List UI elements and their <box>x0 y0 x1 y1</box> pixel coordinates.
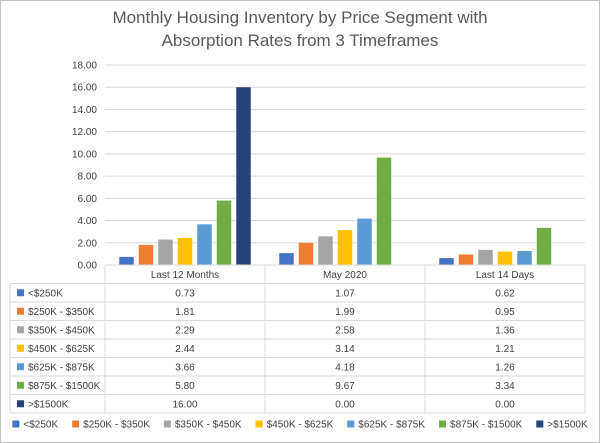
legend-key-250k <box>12 420 20 428</box>
bar-250k-350k-last-14-days <box>458 254 474 265</box>
legend-key-450k-625k <box>255 420 263 428</box>
table-cell-value: 2.58 <box>335 325 355 336</box>
table-legend-key <box>17 326 24 334</box>
y-tick-label: 12.00 <box>72 127 97 138</box>
legend-label-875k-1500k: $875K - $1500K <box>450 420 523 431</box>
y-tick-label: 18.00 <box>72 61 97 72</box>
table-cell-value: 1.21 <box>495 344 515 355</box>
table-cell-value: 2.29 <box>175 325 195 336</box>
table-header-last-12-months: Last 12 Months <box>151 270 219 281</box>
chart-title-line-1: Monthly Housing Inventory by Price Segme… <box>112 8 488 27</box>
legend-label-350k-450k: $350K - $450K <box>175 420 242 431</box>
bar-1500k-last-12-months <box>236 87 251 265</box>
bar-875k-1500k-last-12-months <box>216 200 232 265</box>
table-cell-value: 1.81 <box>175 307 195 318</box>
table-legend-key <box>17 400 24 408</box>
bar-250k-350k-may-2020 <box>298 242 314 265</box>
bar-625k-875k-may-2020 <box>357 218 372 265</box>
legend-key-875k-1500k <box>439 420 447 428</box>
table-series-name: $625K - $875K <box>28 362 95 373</box>
table-cell-value: 1.36 <box>495 325 515 336</box>
y-tick-label: 8.00 <box>78 172 98 183</box>
table-cell-value: 3.66 <box>175 362 195 373</box>
legend-key-1500k <box>536 420 544 428</box>
table-header-may-2020: May 2020 <box>323 270 367 281</box>
legend-label-250k-350k: $250K - $350K <box>83 420 150 431</box>
bar-250k-last-12-months <box>119 256 134 265</box>
y-tick-label: 14.00 <box>72 105 97 116</box>
legend-label-250k: <$250K <box>23 420 58 431</box>
table-cell-value: 0.00 <box>495 399 515 410</box>
table-cell-value: 9.67 <box>335 381 355 392</box>
y-tick-label: 2.00 <box>78 238 98 249</box>
table-cell-value: 0.95 <box>495 307 515 318</box>
table-series-name: $450K - $625K <box>28 344 95 355</box>
table-series-name: <$250K <box>28 288 63 299</box>
table-legend-key <box>17 381 24 389</box>
table-cell-value: 4.18 <box>335 362 355 373</box>
bar-250k-350k-last-12-months <box>138 244 154 265</box>
table-cell-value: 1.99 <box>335 307 355 318</box>
bar-875k-1500k-may-2020 <box>376 157 392 265</box>
bar-250k-may-2020 <box>279 253 294 265</box>
legend-label-1500k: >$1500K <box>547 420 588 431</box>
table-series-name: $350K - $450K <box>28 325 95 336</box>
table-cell-value: 0.73 <box>175 288 195 299</box>
bar-350k-450k-may-2020 <box>318 236 333 265</box>
table-cell-value: 16.00 <box>172 399 197 410</box>
table-cell-value: 0.00 <box>335 399 355 410</box>
table-cell-value: 1.26 <box>495 362 515 373</box>
table-legend-key <box>17 344 24 352</box>
table-cell-value: 3.14 <box>335 344 355 355</box>
y-tick-label: 4.00 <box>78 216 98 227</box>
bar-625k-875k-last-12-months <box>197 224 212 265</box>
y-tick-label: 16.00 <box>72 83 97 94</box>
legend-key-625k-875k <box>347 420 355 428</box>
table-series-name: $250K - $350K <box>28 307 95 318</box>
table-cell-value: 5.80 <box>175 381 195 392</box>
chart-title-line-2: Absorption Rates from 3 Timeframes <box>161 31 439 50</box>
table-legend-key <box>17 307 24 315</box>
table-legend-key <box>17 363 24 371</box>
legend-label-450k-625k: $450K - $625K <box>267 420 334 431</box>
table-cell-value: 3.34 <box>495 381 515 392</box>
table-cell-value: 0.62 <box>495 288 515 299</box>
chart-title: Monthly Housing Inventory by Price Segme… <box>0 6 600 52</box>
legend-label-625k-875k: $625K - $875K <box>358 420 425 431</box>
table-series-name: >$1500K <box>28 399 69 410</box>
table-cell-value: 2.44 <box>175 344 195 355</box>
bar-450k-625k-last-14-days <box>497 251 513 265</box>
table-cell-value: 1.07 <box>335 288 355 299</box>
bar-350k-450k-last-14-days <box>478 249 493 265</box>
bar-450k-625k-may-2020 <box>337 230 353 265</box>
legend-key-350k-450k <box>163 420 171 428</box>
y-tick-label: 10.00 <box>72 149 97 160</box>
bar-250k-last-14-days <box>439 258 454 265</box>
table-series-name: $875K - $1500K <box>28 381 101 392</box>
bar-875k-1500k-last-14-days <box>536 227 552 265</box>
bar-350k-450k-last-12-months <box>158 239 173 265</box>
legend-key-250k-350k <box>72 420 80 428</box>
bar-450k-625k-last-12-months <box>177 237 193 265</box>
table-header-last-14-days: Last 14 Days <box>476 270 534 281</box>
bar-625k-875k-last-14-days <box>517 251 532 265</box>
y-tick-label: 6.00 <box>78 194 98 205</box>
y-tick-label: 0.00 <box>78 261 98 272</box>
table-legend-key <box>17 289 24 297</box>
